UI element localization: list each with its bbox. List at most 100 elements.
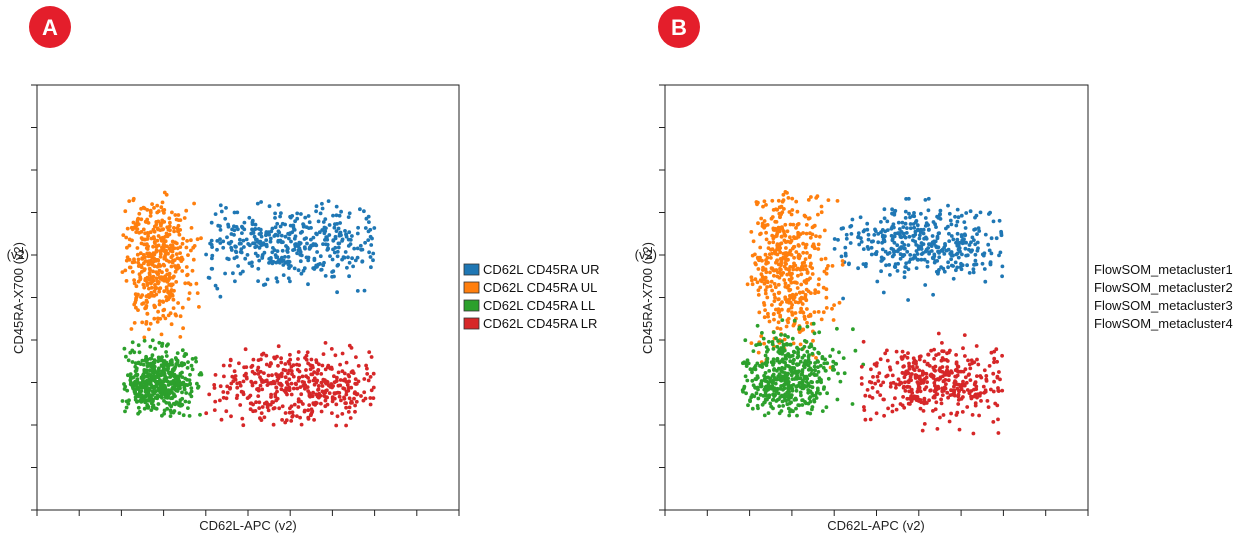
- data-point: [859, 376, 864, 380]
- data-point: [348, 416, 353, 420]
- data-point: [771, 397, 776, 402]
- data-point: [788, 235, 792, 240]
- data-point: [923, 198, 928, 202]
- data-point: [771, 357, 776, 362]
- data-point: [287, 410, 292, 415]
- data-point: [309, 226, 313, 230]
- data-point: [961, 346, 965, 351]
- data-point: [817, 277, 821, 281]
- data-point: [156, 375, 161, 380]
- data-point: [239, 247, 244, 252]
- data-point: [763, 252, 768, 257]
- data-point: [156, 309, 161, 314]
- data-point: [362, 377, 367, 381]
- data-point: [997, 253, 1001, 258]
- data-point: [304, 255, 309, 260]
- data-point: [814, 234, 818, 239]
- data-point: [288, 279, 292, 284]
- data-point: [260, 405, 265, 409]
- data-point: [333, 234, 338, 239]
- data-point: [830, 306, 834, 311]
- data-point: [247, 261, 252, 266]
- data-point: [319, 401, 323, 406]
- data-point: [937, 368, 942, 372]
- data-point: [285, 387, 289, 392]
- data-point: [972, 238, 976, 243]
- data-point: [865, 388, 870, 392]
- series-cd62l-cd45ra-ur: [204, 199, 377, 299]
- data-point: [796, 352, 800, 356]
- data-point: [152, 316, 157, 321]
- data-point: [295, 251, 299, 256]
- data-point: [335, 375, 339, 380]
- data-point: [258, 369, 263, 374]
- data-point: [209, 266, 214, 271]
- data-point: [803, 264, 808, 268]
- data-point: [806, 388, 811, 392]
- data-point: [785, 318, 790, 323]
- data-point: [156, 402, 161, 406]
- data-point: [251, 357, 256, 362]
- data-point: [167, 295, 172, 300]
- data-point: [192, 244, 197, 248]
- data-point: [144, 399, 149, 403]
- data-point: [367, 350, 372, 354]
- data-point: [148, 230, 153, 235]
- data-point: [967, 391, 972, 395]
- data-point: [362, 288, 367, 293]
- data-point: [890, 403, 895, 408]
- data-point: [257, 258, 262, 263]
- data-point: [780, 365, 784, 370]
- data-point: [801, 290, 805, 295]
- data-point: [777, 411, 782, 416]
- data-point: [268, 236, 273, 241]
- data-point: [756, 267, 761, 271]
- data-point: [953, 368, 958, 373]
- data-point: [756, 406, 760, 411]
- data-point: [158, 254, 163, 259]
- data-point: [935, 236, 940, 241]
- data-point: [955, 219, 960, 224]
- data-point: [187, 291, 192, 295]
- data-point: [286, 276, 291, 281]
- data-point: [371, 371, 376, 376]
- data-point: [288, 406, 292, 411]
- data-point: [163, 251, 168, 255]
- data-point: [804, 231, 809, 236]
- data-point: [942, 269, 947, 274]
- data-point: [831, 364, 835, 369]
- legend-entry: FlowSOM_metacluster4: [1094, 316, 1233, 331]
- data-point: [159, 275, 164, 279]
- data-point: [942, 357, 946, 362]
- data-point: [306, 214, 311, 218]
- data-point: [174, 362, 179, 366]
- data-point: [169, 358, 174, 363]
- data-point: [863, 417, 868, 422]
- data-point: [771, 406, 775, 411]
- data-point: [127, 398, 131, 403]
- data-point: [799, 372, 804, 377]
- data-point: [783, 222, 788, 227]
- data-point: [175, 246, 180, 251]
- data-point: [235, 385, 240, 390]
- data-point: [992, 360, 996, 365]
- data-point: [304, 368, 308, 372]
- data-point: [965, 388, 970, 392]
- data-point: [778, 314, 783, 319]
- data-point: [975, 232, 979, 237]
- data-point: [221, 395, 226, 400]
- data-point: [330, 411, 334, 415]
- data-point: [844, 236, 849, 241]
- data-point: [125, 255, 130, 260]
- data-point: [935, 427, 940, 431]
- data-point: [335, 414, 340, 419]
- data-point: [177, 401, 181, 406]
- data-point: [955, 207, 960, 212]
- data-point: [810, 272, 815, 276]
- data-point: [948, 251, 953, 256]
- data-point: [772, 312, 776, 316]
- data-point: [192, 201, 197, 206]
- data-point: [871, 375, 875, 379]
- data-point: [977, 413, 981, 418]
- legend-entry: CD62L CD45RA LL: [483, 298, 595, 313]
